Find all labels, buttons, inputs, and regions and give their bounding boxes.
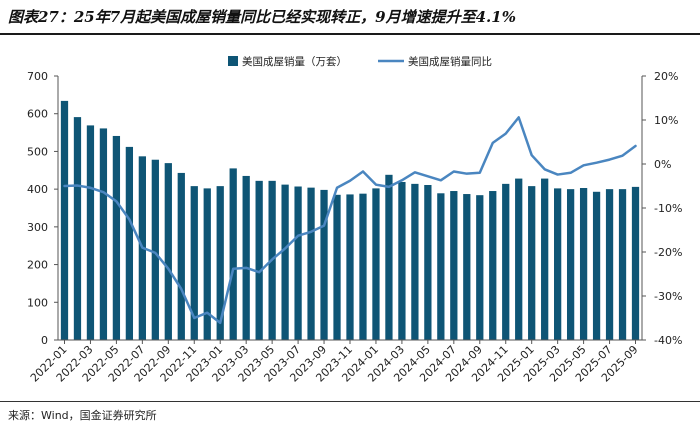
right-axis-tick-label: -20% [654,246,682,259]
bar [151,159,159,340]
right-axis-tick-label: 10% [654,114,678,127]
bar [203,188,211,340]
bar [320,189,328,340]
bar [112,135,121,340]
bar [294,186,302,340]
bar [346,194,354,340]
right-axis-tick-label: -30% [654,290,682,303]
bar [424,184,432,340]
yoy-line [63,116,637,325]
bar [605,189,614,340]
left-axis-tick-label: 300 [27,221,48,234]
bar [528,186,536,340]
bar [554,188,562,340]
bar [385,174,393,340]
chart-title: 图表27：25年7月起美国成屋销量同比已经实现转正，9月增速提升至4.1% [8,8,516,26]
right-axis-tick-label: -10% [654,202,682,215]
bar [60,100,69,341]
line-series [63,116,637,325]
bar [463,194,471,340]
chart-canvas: 美国成屋销量（万套） 美国成屋销量同比 0 100 200 300 400 500 600 7… [27,55,682,385]
bar [541,178,549,340]
bar [631,186,640,340]
bar [255,180,263,340]
left-axis-tick-label: 0 [41,334,48,347]
source-note: 来源：Wind，国金证券研究所 [8,409,157,422]
left-axis: 0 100 200 300 400 500 600 700 [27,70,59,347]
bar [592,191,601,340]
bar [190,186,198,340]
legend-bar-label: 美国成屋销量（万套） [242,55,347,68]
bar [242,175,250,340]
bar [398,181,406,340]
left-axis-tick-label: 500 [27,145,48,158]
bar [177,172,185,340]
bar [502,183,510,340]
left-axis-tick-label: 200 [27,259,48,272]
bar [489,191,497,340]
left-axis-tick-label: 100 [27,296,48,309]
bar [579,188,588,340]
bar [307,187,315,340]
bar [515,178,523,340]
left-axis-tick-label: 400 [27,183,48,196]
legend: 美国成屋销量（万套） 美国成屋销量同比 [228,55,492,68]
bar [125,146,134,340]
bar [437,193,445,340]
source-divider [0,401,700,402]
left-axis-tick-label: 600 [27,108,48,121]
bar [164,163,172,340]
bar [99,128,108,340]
bar [450,191,458,340]
right-axis-tick-label: 0% [654,158,671,171]
bar [333,194,341,340]
title-divider [0,33,700,35]
bar [216,186,224,340]
bar [618,189,627,340]
bar [372,188,380,340]
bar [359,193,367,340]
legend-bar-swatch [228,56,238,66]
x-axis: 2022-012022-032022-052022-072022-092022-… [28,339,642,385]
bar-series [60,100,640,341]
bar [411,183,419,340]
bar [476,195,484,340]
left-axis-tick-label: 700 [27,70,48,83]
right-axis-tick-label: -40% [654,334,682,347]
bar [566,189,575,340]
bar [229,168,237,340]
bar [86,125,95,340]
bar [73,117,82,340]
right-axis-tick-label: 20% [654,70,678,83]
right-axis: 20% 10% 0% -10% -20% -30% -40% [641,70,682,347]
legend-line-label: 美国成屋销量同比 [408,55,492,68]
bar [281,184,289,340]
